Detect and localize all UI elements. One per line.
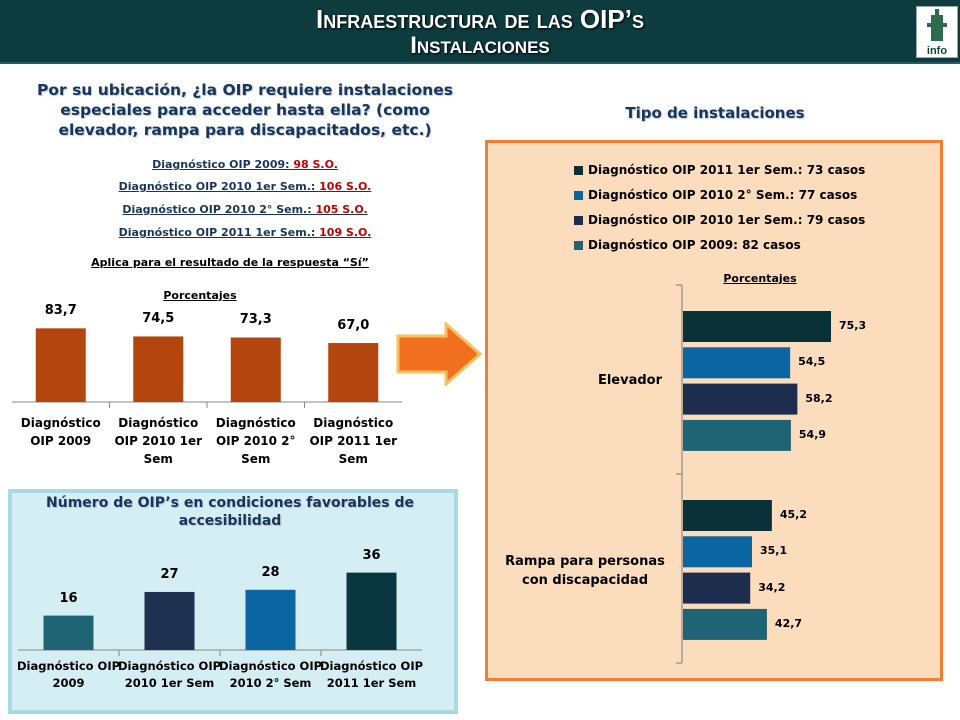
diagnostic-line-2010-1: Diagnóstico OIP 2010 1er Sem.: 106 S.O. [0, 180, 490, 193]
diag-label: Diagnóstico OIP 2009: [152, 158, 294, 171]
question-text: Por su ubicación, ¿la OIP requiere insta… [37, 81, 453, 139]
chart1-category-label: Diagnóstico OIP 2009 [20, 416, 101, 448]
chart3-bar [683, 311, 831, 342]
chart3-bar [683, 419, 791, 451]
chart3-value-label: 54,9 [798, 427, 827, 441]
chart3-value-label: 58,2 [805, 391, 833, 405]
chart3-bar [683, 608, 767, 640]
chart3-value-label: 75,3 [839, 319, 867, 332]
chart2-category-label: Diagnóstico OIP 2011 1er Sem [319, 659, 424, 690]
chart2-bar [144, 591, 195, 650]
chart2-category-label: Diagnóstico OIP 2010 2° Sem [218, 659, 323, 690]
legend-swatch [574, 166, 583, 175]
info-logo: info [916, 6, 958, 58]
legend-swatch [574, 191, 583, 200]
diagnostic-line-2009: Diagnóstico OIP 2009: 98 S.O. [0, 158, 490, 171]
chart2-value-label: 28 [261, 564, 280, 580]
chart1-bar [230, 337, 281, 402]
diagnostic-line-2010-2: Diagnóstico OIP 2010 2° Sem.: 105 S.O. [0, 203, 490, 216]
chart3-value-label: 54,5 [798, 355, 826, 369]
diag-count: 106 S.O. [319, 180, 372, 193]
chart3-bar [683, 500, 772, 531]
chart1-bar [133, 336, 184, 402]
legend-swatch [574, 216, 583, 225]
right-panel-title: Tipo de instalaciones [625, 104, 805, 122]
right-arrow-icon [396, 322, 483, 386]
chart3-title: Porcentajes [723, 272, 797, 285]
chart3-bar [683, 347, 791, 379]
chart2-bar [346, 572, 397, 650]
chart2-value-label: 16 [59, 590, 78, 606]
legend-item: Diagnóstico OIP 2010 2° Sem.: 77 casos [588, 188, 858, 202]
diag-label: Diagnóstico OIP 2010 2° Sem.: [122, 203, 316, 216]
legend-item: Diagnóstico OIP 2011 1er Sem.: 73 casos [588, 163, 866, 177]
chart1-value-label: 83,7 [44, 303, 77, 319]
chart1-bar [35, 328, 86, 402]
chart1-bar [328, 343, 379, 402]
page-subtitle: Instalaciones [410, 32, 550, 59]
chart2-category-label: Diagnóstico OIP 2009 [16, 659, 121, 690]
chart3-bar [683, 536, 752, 568]
building-icon [927, 9, 947, 41]
note-text: Aplica para el resultado de la respuesta… [91, 256, 369, 269]
chart2-category-label: Diagnóstico OIP 2010 1er Sem [117, 659, 222, 690]
diag-label: Diagnóstico OIP 2010 1er Sem.: [118, 180, 320, 193]
chart1-title: Porcentajes [163, 289, 237, 302]
legend-item: Diagnóstico OIP 2010 1er Sem.: 79 casos [588, 213, 866, 227]
accessibility-title: Número de OIP’s en condiciones favorable… [46, 495, 414, 529]
header-banner: Infraestructura de las OIP’s Instalacion… [0, 0, 960, 64]
chart3-value-label: 45,2 [779, 508, 807, 521]
chart2-bar [43, 615, 94, 650]
chart3-value-label: 34,2 [758, 580, 786, 594]
chart1-value-label: 73,3 [239, 312, 272, 328]
page-title: Infraestructura de las OIP’s [316, 4, 644, 34]
diag-count: 109 S.O. [319, 226, 372, 239]
chart1-category-label: Diagnóstico OIP 2010 2° Sem [215, 416, 296, 466]
chart1-value-label: 74,5 [142, 311, 175, 327]
diag-label: Diagnóstico OIP 2011 1er Sem.: [118, 226, 320, 239]
chart3-bar [683, 383, 798, 415]
logo-text: info [926, 45, 948, 57]
legend-swatch [574, 241, 583, 250]
chart1-category-label: Diagnóstico OIP 2011 1er Sem [309, 416, 398, 466]
chart3-category-label: Rampa para personas con discapacidad [505, 554, 665, 588]
diag-count: 105 S.O. [315, 203, 368, 216]
diag-count: 98 S.O. [293, 158, 338, 171]
chart2-value-label: 36 [362, 547, 381, 563]
chart2-bar [245, 589, 296, 650]
legend-item: Diagnóstico OIP 2009: 82 casos [588, 238, 801, 252]
chart3-bar [683, 572, 751, 604]
diagnostic-line-2011-1: Diagnóstico OIP 2011 1er Sem.: 109 S.O. [0, 226, 490, 239]
chart2-value-label: 27 [160, 566, 179, 582]
chart1-category-label: Diagnóstico OIP 2010 1er Sem [114, 416, 203, 466]
chart1-value-label: 67,0 [337, 318, 370, 334]
chart3-category-label: Elevador [597, 373, 663, 388]
chart3-value-label: 42,7 [774, 616, 803, 630]
chart3-value-label: 35,1 [759, 544, 788, 558]
